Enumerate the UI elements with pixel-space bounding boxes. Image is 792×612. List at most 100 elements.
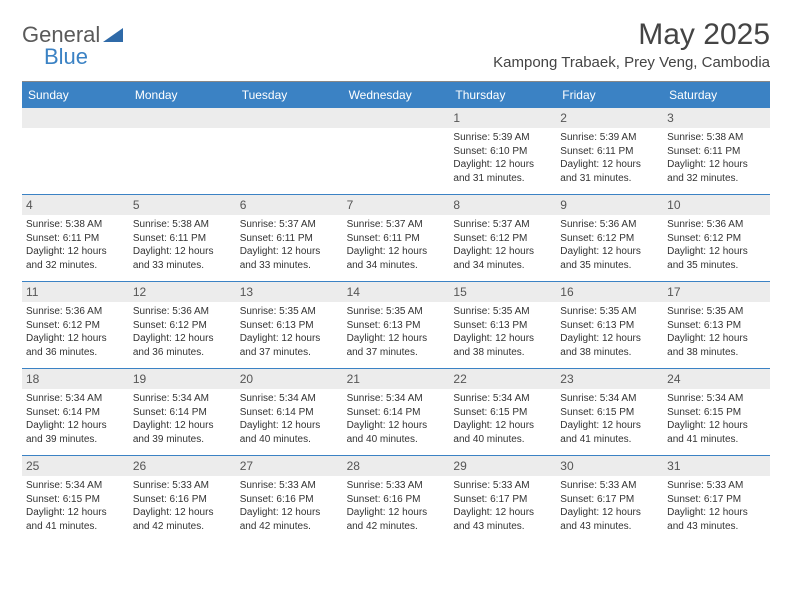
day-number: 2 (556, 108, 663, 128)
day-number: 15 (449, 282, 556, 302)
day-details: Sunrise: 5:39 AMSunset: 6:11 PMDaylight:… (560, 131, 659, 185)
day-detail-line: Sunset: 6:11 PM (347, 232, 446, 246)
day-detail-line: Sunrise: 5:35 AM (347, 305, 446, 319)
day-detail-line: Sunset: 6:15 PM (453, 406, 552, 420)
day-detail-line: Sunrise: 5:37 AM (347, 218, 446, 232)
day-number: 17 (663, 282, 770, 302)
day-detail-line: Sunset: 6:14 PM (26, 406, 125, 420)
day-cell: 31Sunrise: 5:33 AMSunset: 6:17 PMDayligh… (663, 456, 770, 542)
day-detail-line: Sunrise: 5:38 AM (26, 218, 125, 232)
week-row: 4 Sunrise: 5:38 AM Sunset: 6:11 PM Daylight… (22, 194, 770, 281)
day-detail-line: Sunrise: 5:35 AM (667, 305, 766, 319)
day-detail-line: Sunset: 6:14 PM (347, 406, 446, 420)
day-detail-line: Sunset: 6:10 PM (453, 145, 552, 159)
day-number: 29 (449, 456, 556, 476)
day-number: 1 (449, 108, 556, 128)
logo-triangle-icon (103, 24, 123, 46)
day-detail-line: Sunset: 6:14 PM (240, 406, 339, 420)
day-cell: 1Sunrise: 5:39 AMSunset: 6:10 PMDaylight… (449, 108, 556, 194)
day-details: Sunrise: 5:36 AMSunset: 6:12 PMDaylight:… (26, 305, 125, 359)
day-cell: 21Sunrise: 5:34 AMSunset: 6:14 PMDayligh… (343, 369, 450, 455)
day-details: Sunrise: 5:33 AMSunset: 6:16 PMDaylight:… (347, 479, 446, 533)
day-cell: 27Sunrise: 5:33 AMSunset: 6:16 PMDayligh… (236, 456, 343, 542)
day-detail-line: Sunrise: 5:34 AM (453, 392, 552, 406)
day-detail-line: Sunset: 6:13 PM (560, 319, 659, 333)
week-row: 25Sunrise: 5:34 AMSunset: 6:15 PMDayligh… (22, 455, 770, 542)
day-cell: 29 Sunrise: 5:33 AMSunset: 6:17 PMDayligh… (449, 456, 556, 542)
day-number: 4 (22, 195, 129, 215)
day-detail-line: Daylight: 12 hours and 33 minutes. (133, 245, 232, 272)
day-detail-line: Sunset: 6:14 PM (133, 406, 232, 420)
week-row: ....1Sunrise: 5:39 AMSunset: 6:10 PMDayl… (22, 108, 770, 194)
day-details: Sunrise: 5:34 AMSunset: 6:14 PMDaylight:… (240, 392, 339, 446)
day-detail-line: Sunrise: 5:33 AM (347, 479, 446, 493)
day-details: Sunrise: 5:35 AMSunset: 6:13 PMDaylight:… (667, 305, 766, 359)
day-detail-line: Sunrise: 5:36 AM (133, 305, 232, 319)
day-detail-line: Daylight: 12 hours and 36 minutes. (26, 332, 125, 359)
day-details: Sunrise: 5:35 AMSunset: 6:13 PMDaylight:… (347, 305, 446, 359)
day-detail-line: Sunrise: 5:33 AM (453, 479, 552, 493)
day-detail-line: Daylight: 12 hours and 43 minutes. (667, 506, 766, 533)
day-detail-line: Sunrise: 5:33 AM (560, 479, 659, 493)
day-detail-line: Daylight: 12 hours and 34 minutes. (453, 245, 552, 272)
day-number: 12 (129, 282, 236, 302)
day-number: 13 (236, 282, 343, 302)
day-detail-line: Daylight: 12 hours and 42 minutes. (133, 506, 232, 533)
day-number: 3 (663, 108, 770, 128)
day-detail-line: Sunset: 6:12 PM (560, 232, 659, 246)
day-detail-line: Sunrise: 5:34 AM (133, 392, 232, 406)
day-detail-line: Daylight: 12 hours and 37 minutes. (347, 332, 446, 359)
day-cell: 17 Sunrise: 5:35 AMSunset: 6:13 PMDayligh… (663, 282, 770, 368)
day-details: Sunrise: 5:33 AMSunset: 6:17 PMDaylight:… (453, 479, 552, 533)
day-number: 21 (343, 369, 450, 389)
day-detail-line: Daylight: 12 hours and 37 minutes. (240, 332, 339, 359)
day-detail-line: Sunrise: 5:39 AM (560, 131, 659, 145)
day-detail-line: Daylight: 12 hours and 40 minutes. (453, 419, 552, 446)
day-detail-line: Sunrise: 5:34 AM (26, 479, 125, 493)
day-detail-line: Sunset: 6:15 PM (667, 406, 766, 420)
day-detail-line: Sunset: 6:11 PM (667, 145, 766, 159)
day-details: Sunrise: 5:37 AMSunset: 6:12 PMDaylight:… (453, 218, 552, 272)
day-detail-line: Sunset: 6:16 PM (133, 493, 232, 507)
day-number: 28 (343, 456, 450, 476)
weeks-container: ....1Sunrise: 5:39 AMSunset: 6:10 PMDayl… (22, 108, 770, 542)
day-detail-line: Sunset: 6:17 PM (453, 493, 552, 507)
day-details: Sunrise: 5:36 AMSunset: 6:12 PMDaylight:… (667, 218, 766, 272)
day-detail-line: Daylight: 12 hours and 31 minutes. (453, 158, 552, 185)
day-detail-line: Sunset: 6:12 PM (26, 319, 125, 333)
day-detail-line: Sunrise: 5:38 AM (133, 218, 232, 232)
day-detail-line: Daylight: 12 hours and 36 minutes. (133, 332, 232, 359)
day-number: 27 (236, 456, 343, 476)
day-detail-line: Sunrise: 5:35 AM (560, 305, 659, 319)
day-cell: 8Sunrise: 5:37 AMSunset: 6:12 PMDaylight… (449, 195, 556, 281)
logo-text-blue: Blue (44, 46, 123, 68)
day-number: 10 (663, 195, 770, 215)
week-row: 11Sunrise: 5:36 AMSunset: 6:12 PMDayligh… (22, 281, 770, 368)
day-detail-line: Sunset: 6:17 PM (560, 493, 659, 507)
day-detail-line: Sunrise: 5:37 AM (240, 218, 339, 232)
day-detail-line: Sunset: 6:13 PM (347, 319, 446, 333)
day-details: Sunrise: 5:37 AMSunset: 6:11 PMDaylight:… (240, 218, 339, 272)
day-detail-line: Daylight: 12 hours and 35 minutes. (667, 245, 766, 272)
day-number: 24 (663, 369, 770, 389)
day-number: . (343, 108, 450, 128)
day-details: Sunrise: 5:34 AMSunset: 6:14 PMDaylight:… (26, 392, 125, 446)
day-detail-line: Daylight: 12 hours and 42 minutes. (347, 506, 446, 533)
page-header: GeneralBlue May 2025 Kampong Trabaek, Pr… (22, 18, 770, 71)
brand-logo: GeneralBlue (22, 18, 123, 68)
day-detail-line: Daylight: 12 hours and 38 minutes. (560, 332, 659, 359)
day-cell: 5Sunrise: 5:38 AMSunset: 6:11 PMDaylight… (129, 195, 236, 281)
day-detail-line: Sunrise: 5:37 AM (453, 218, 552, 232)
dow-thursday: Thursday (449, 82, 556, 108)
day-detail-line: Daylight: 12 hours and 41 minutes. (26, 506, 125, 533)
day-cell: 23Sunrise: 5:34 AMSunset: 6:15 PMDayligh… (556, 369, 663, 455)
day-detail-line: Sunrise: 5:34 AM (667, 392, 766, 406)
day-detail-line: Sunset: 6:13 PM (453, 319, 552, 333)
day-detail-line: Daylight: 12 hours and 40 minutes. (347, 419, 446, 446)
day-cell: 19Sunrise: 5:34 AMSunset: 6:14 PMDayligh… (129, 369, 236, 455)
day-number: 26 (129, 456, 236, 476)
day-cell: 6 Sunrise: 5:37 AMSunset: 6:11 PMDaylight… (236, 195, 343, 281)
day-number: 6 (236, 195, 343, 215)
dow-sunday: Sunday (22, 82, 129, 108)
day-details: Sunrise: 5:34 AMSunset: 6:15 PMDaylight:… (26, 479, 125, 533)
